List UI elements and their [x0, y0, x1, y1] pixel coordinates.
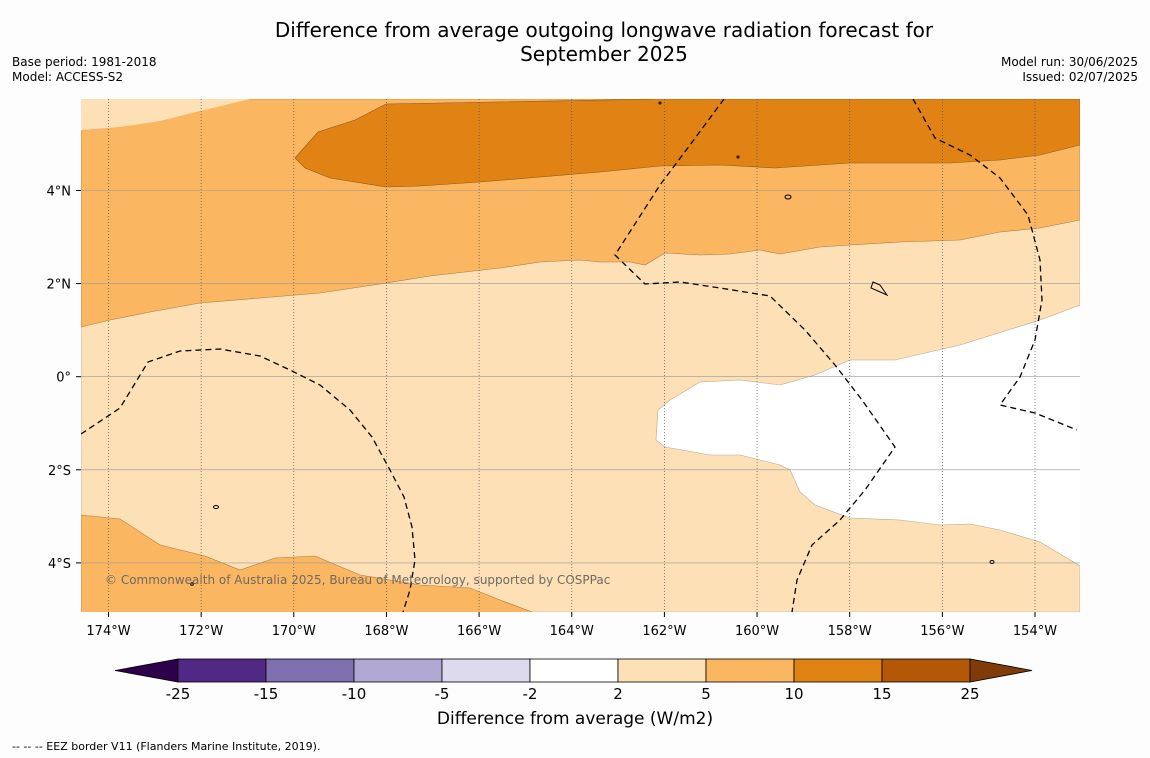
colorbar-segment — [881, 658, 971, 683]
right-metadata: Model run: 30/06/2025 Issued: 02/07/2025 — [1001, 55, 1138, 85]
model-run-text: Model run: 30/06/2025 — [1000, 55, 1138, 69]
colorbar-tick-label: 5 — [701, 685, 711, 703]
x-tick-label: 174°W — [86, 624, 130, 639]
island-outlines — [190, 101, 995, 586]
anomaly-5-to-10-region — [81, 99, 1080, 612]
y-tick-label: 2°S — [48, 464, 71, 479]
x-axis-ticks: 174°W 172°W 170°W 168°W 166°W 164°W 162°W 160°W… — [86, 612, 1057, 639]
map-title: Difference from average outgoing longwav… — [0, 18, 1150, 66]
colorbar-segment — [529, 658, 619, 683]
title-line-1: Difference from average outgoing longwav… — [274, 18, 934, 42]
x-tick-label: 158°W — [828, 624, 872, 639]
colorbar-segment — [793, 658, 883, 683]
colorbar-under-arrow — [114, 658, 179, 683]
title-line-2: September 2025 — [520, 42, 688, 66]
colorbar-tick-label: 25 — [960, 685, 979, 703]
colorbar-segment — [353, 658, 443, 683]
colorbar-tick-label: -15 — [254, 685, 279, 703]
colorbar-over-arrow — [969, 658, 1033, 683]
x-tick-label: 160°W — [735, 624, 779, 639]
colorbar-tick-label: 15 — [872, 685, 891, 703]
left-metadata: Base period: 1981-2018 Model: ACCESS-S2 — [12, 55, 157, 85]
map-area — [81, 99, 1080, 612]
y-tick-label: 4°S — [48, 557, 71, 572]
base-period-text: Base period: 1981-2018 — [12, 55, 157, 69]
x-tick-label: 168°W — [364, 624, 408, 639]
colorbar-segment — [705, 658, 795, 683]
y-axis-ticks: 4°N 2°N 0° 2°S 4°S — [47, 185, 81, 572]
colorbar-tick-label: -5 — [435, 685, 450, 703]
eez-footnote: -- -- -- EEZ border V11 (Flanders Marine… — [12, 740, 321, 753]
x-tick-label: 162°W — [642, 624, 686, 639]
grid-lines — [81, 99, 1080, 612]
colorbar-tick-label: -2 — [523, 685, 538, 703]
colorbar-tick-label: 2 — [613, 685, 623, 703]
x-tick-label: 156°W — [920, 624, 964, 639]
x-tick-label: 154°W — [1013, 624, 1057, 639]
colorbar-segment — [177, 658, 267, 683]
colorbar-segment — [265, 658, 355, 683]
colorbar: -25 -15 -10 -5 -2 2 5 10 15 25 — [114, 658, 1033, 703]
issued-text: Issued: 02/07/2025 — [1022, 70, 1138, 84]
colorbar-label: Difference from average (W/m2) — [436, 709, 714, 729]
light-top-strip — [81, 99, 250, 130]
y-tick-label: 0° — [56, 371, 71, 386]
x-tick-label: 172°W — [179, 624, 223, 639]
x-tick-label: 166°W — [457, 624, 501, 639]
colorbar-tick-label: -10 — [342, 685, 367, 703]
colorbar-tick-label: 10 — [784, 685, 803, 703]
copyright-notice: © Commonwealth of Australia 2025, Bureau… — [105, 573, 610, 587]
eez-border-lines — [81, 99, 1078, 612]
y-tick-label: 4°N — [47, 185, 72, 200]
x-tick-label: 170°W — [272, 624, 316, 639]
y-tick-label: 2°N — [47, 278, 72, 293]
colorbar-segment — [617, 658, 707, 683]
x-tick-label: 164°W — [550, 624, 594, 639]
anomaly-10-to-15-region — [294, 99, 1080, 188]
colorbar-tick-label: -25 — [166, 685, 191, 703]
model-text: Model: ACCESS-S2 — [12, 70, 124, 84]
colorbar-segment — [441, 658, 531, 683]
